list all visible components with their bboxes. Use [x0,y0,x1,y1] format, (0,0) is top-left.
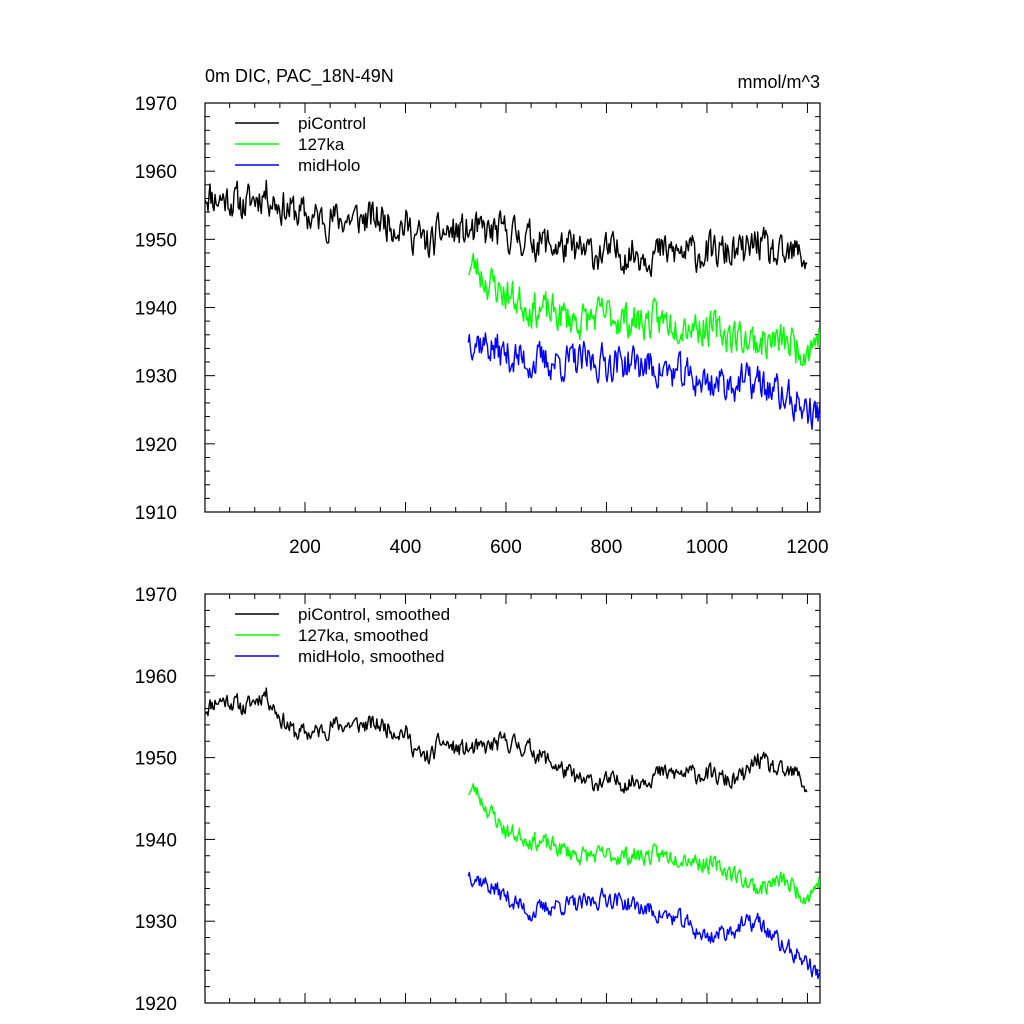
x-tick-label: 1000 [686,537,728,558]
series-line [467,871,820,980]
units-label: mmol/m^3 [738,72,820,92]
x-tick-label: 800 [591,537,623,558]
legend-label: piControl, smoothed [298,605,450,624]
legend-label: piControl [298,114,366,133]
y-tick-label: 1920 [135,435,177,456]
x-tick-label: 400 [390,537,422,558]
legend-label: midHolo [298,156,360,175]
y-tick-label: 1960 [135,667,177,688]
plot-frame [204,593,821,1004]
series-line [467,332,820,430]
y-tick-label: 1940 [135,830,177,851]
series-line [468,252,820,367]
x-tick-label: 200 [289,537,321,558]
y-tick-label: 1930 [135,912,177,933]
x-tick-label: 600 [490,537,522,558]
top-panel: 200 400 600 800 1000 1200 1910 1920 1930 1940 1950… [135,94,829,558]
x-tick-label: 1200 [786,537,828,558]
y-tick-label: 1930 [135,367,177,388]
y-tick-label: 1920 [135,994,177,1015]
y-tick-label: 1950 [135,230,177,251]
series-line [205,179,808,278]
series-line [468,782,820,905]
y-tick-label: 1950 [135,749,177,770]
plot-title: 0m DIC, PAC_18N-49N [205,66,394,87]
y-tick-label: 1970 [135,585,177,606]
legend-label: 127ka, smoothed [298,626,428,645]
y-tick-label: 1940 [135,299,177,320]
bottom-panel: 1920 1930 1940 1950 1960 1970 piControl, smoot… [135,585,821,1015]
legend-label: midHolo, smoothed [298,647,444,666]
series-line [205,687,808,794]
y-tick-label: 1910 [135,503,177,524]
legend-label: 127ka [298,135,345,154]
y-tick-label: 1960 [135,162,177,183]
y-tick-label: 1970 [135,94,177,115]
